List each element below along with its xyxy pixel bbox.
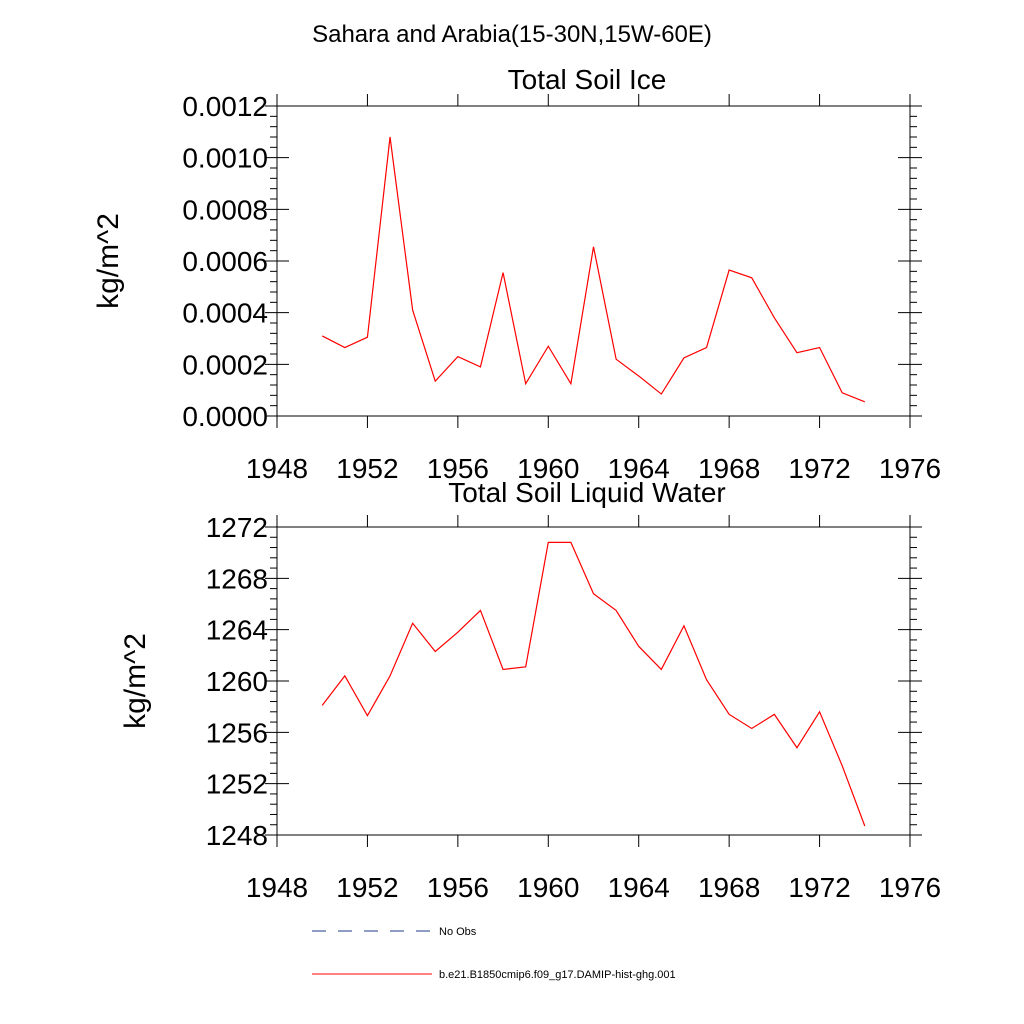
- x-tick-label: 1964: [608, 872, 670, 903]
- x-tick-label: 1972: [788, 872, 850, 903]
- x-tick-label: 1956: [427, 872, 489, 903]
- plot-total-soil-liquid-water: Total Soil Liquid Water kg/m^2 1948 1952 1…: [119, 477, 941, 903]
- y-tick-label: 0.0012: [182, 91, 268, 122]
- y-tick-label: 0.0010: [182, 143, 268, 174]
- plot-total-soil-ice: Total Soil Ice kg/m^2 1948 1952 1956 1960 19…: [92, 64, 941, 484]
- y-tick-label: 1252: [206, 769, 268, 800]
- y-axis-label: kg/m^2: [119, 633, 152, 729]
- y-tick-label: 0.0008: [182, 194, 268, 225]
- y-tick-label: 1272: [206, 512, 268, 543]
- y-tick-label: 1264: [206, 615, 268, 646]
- plot-frame: [276, 526, 911, 836]
- x-tick-label: 1976: [879, 453, 941, 484]
- y-tick-label: 0.0004: [182, 298, 268, 329]
- legend: No Obs b.e21.B1850cmip6.f09_g17.DAMIP-hi…: [312, 926, 676, 981]
- x-tick-label: 1960: [517, 872, 579, 903]
- y-tick-label: 1268: [206, 563, 268, 594]
- y-axis-label: kg/m^2: [92, 213, 125, 309]
- x-tick-label: 1952: [336, 872, 398, 903]
- series-line: [321, 136, 866, 403]
- plot-title: Total Soil Liquid Water: [448, 477, 726, 508]
- series-line: [321, 541, 866, 827]
- x-tick-label: 1960: [517, 453, 579, 484]
- figure-title: Sahara and Arabia(15-30N,15W-60E): [312, 21, 712, 48]
- y-tick-label: 1260: [206, 666, 268, 697]
- y-tick-label: 1248: [206, 820, 268, 851]
- x-tick-label: 1956: [427, 453, 489, 484]
- y-tick-label: 0.0000: [182, 401, 268, 432]
- x-tick-label: 1964: [608, 453, 670, 484]
- x-tick-label: 1952: [336, 453, 398, 484]
- x-tick-label: 1972: [788, 453, 850, 484]
- y-tick-label: 1256: [206, 717, 268, 748]
- x-tick-label: 1948: [246, 453, 308, 484]
- y-tick-label: 0.0006: [182, 246, 268, 277]
- legend-label-model: b.e21.B1850cmip6.f09_g17.DAMIP-hist-ghg.…: [439, 969, 676, 981]
- x-tick-label: 1976: [879, 872, 941, 903]
- plot-title: Total Soil Ice: [508, 64, 667, 95]
- plot-frame: [276, 105, 911, 417]
- x-tick-label: 1968: [698, 872, 760, 903]
- x-tick-label: 1948: [246, 872, 308, 903]
- y-tick-label: 0.0002: [182, 349, 268, 380]
- legend-label-no-obs: No Obs: [439, 926, 477, 938]
- x-tick-label: 1968: [698, 453, 760, 484]
